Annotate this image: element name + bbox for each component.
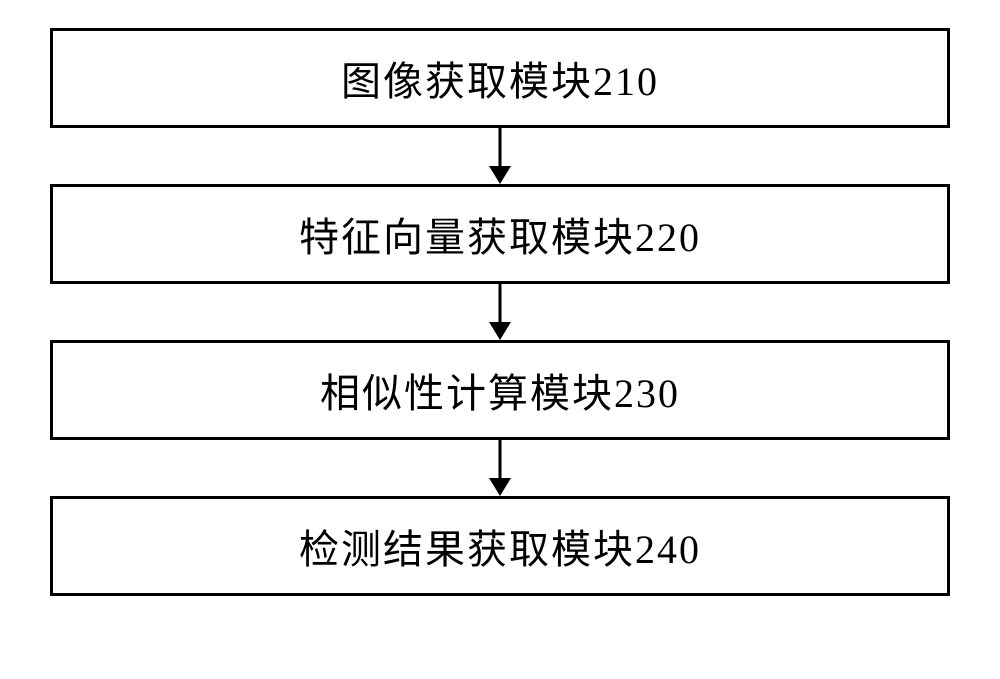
arrow-line: [499, 284, 502, 324]
node-label: 相似性计算模块230: [320, 361, 680, 419]
arrow-head-icon: [489, 166, 511, 184]
flowchart-container: 图像获取模块210 特征向量获取模块220 相似性计算模块230 检测结果获取模…: [50, 28, 950, 596]
flowchart-node: 相似性计算模块230: [50, 340, 950, 440]
flowchart-arrow: [50, 440, 950, 496]
flowchart-arrow: [50, 128, 950, 184]
flowchart-node: 特征向量获取模块220: [50, 184, 950, 284]
flowchart-arrow: [50, 284, 950, 340]
arrow-head-icon: [489, 478, 511, 496]
arrow-head-icon: [489, 322, 511, 340]
arrow-line: [499, 128, 502, 168]
node-label: 检测结果获取模块240: [299, 517, 701, 575]
arrow-line: [499, 440, 502, 480]
node-label: 图像获取模块210: [341, 49, 659, 107]
node-label: 特征向量获取模块220: [299, 205, 701, 263]
flowchart-node: 检测结果获取模块240: [50, 496, 950, 596]
flowchart-node: 图像获取模块210: [50, 28, 950, 128]
